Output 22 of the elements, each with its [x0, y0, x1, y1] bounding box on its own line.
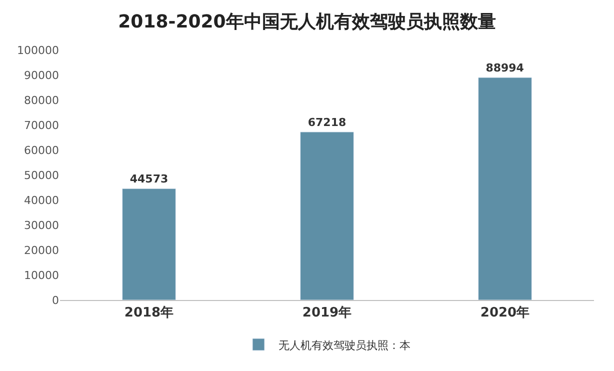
data-label: 88994 [486, 62, 524, 75]
y-tick-label: 20000 [24, 244, 59, 257]
y-tick-label: 40000 [24, 194, 59, 207]
y-tick-label: 80000 [24, 94, 59, 107]
bar [300, 132, 354, 300]
legend-label: 无人机有效驾驶员执照：本 [278, 338, 410, 352]
y-tick-label: 30000 [24, 218, 59, 232]
chart-title: 2018-2020年中国无人机有效驾驶员执照数量 [118, 11, 496, 32]
y-tick-label: 70000 [24, 118, 59, 132]
y-tick-label: 60000 [24, 144, 59, 157]
bar [478, 77, 532, 300]
y-tick-label: 10000 [24, 268, 59, 282]
y-tick-label: 90000 [24, 68, 59, 82]
x-tick-label: 2020年 [480, 306, 530, 321]
data-label: 67218 [308, 116, 346, 129]
y-tick-label: 50000 [24, 168, 59, 182]
bar [122, 188, 176, 300]
y-tick-label: 0 [52, 294, 59, 307]
x-tick-label: 2019年 [302, 306, 352, 321]
y-tick-label: 100000 [17, 44, 59, 57]
x-tick-label: 2018年 [124, 306, 174, 321]
data-label: 44573 [130, 172, 168, 186]
